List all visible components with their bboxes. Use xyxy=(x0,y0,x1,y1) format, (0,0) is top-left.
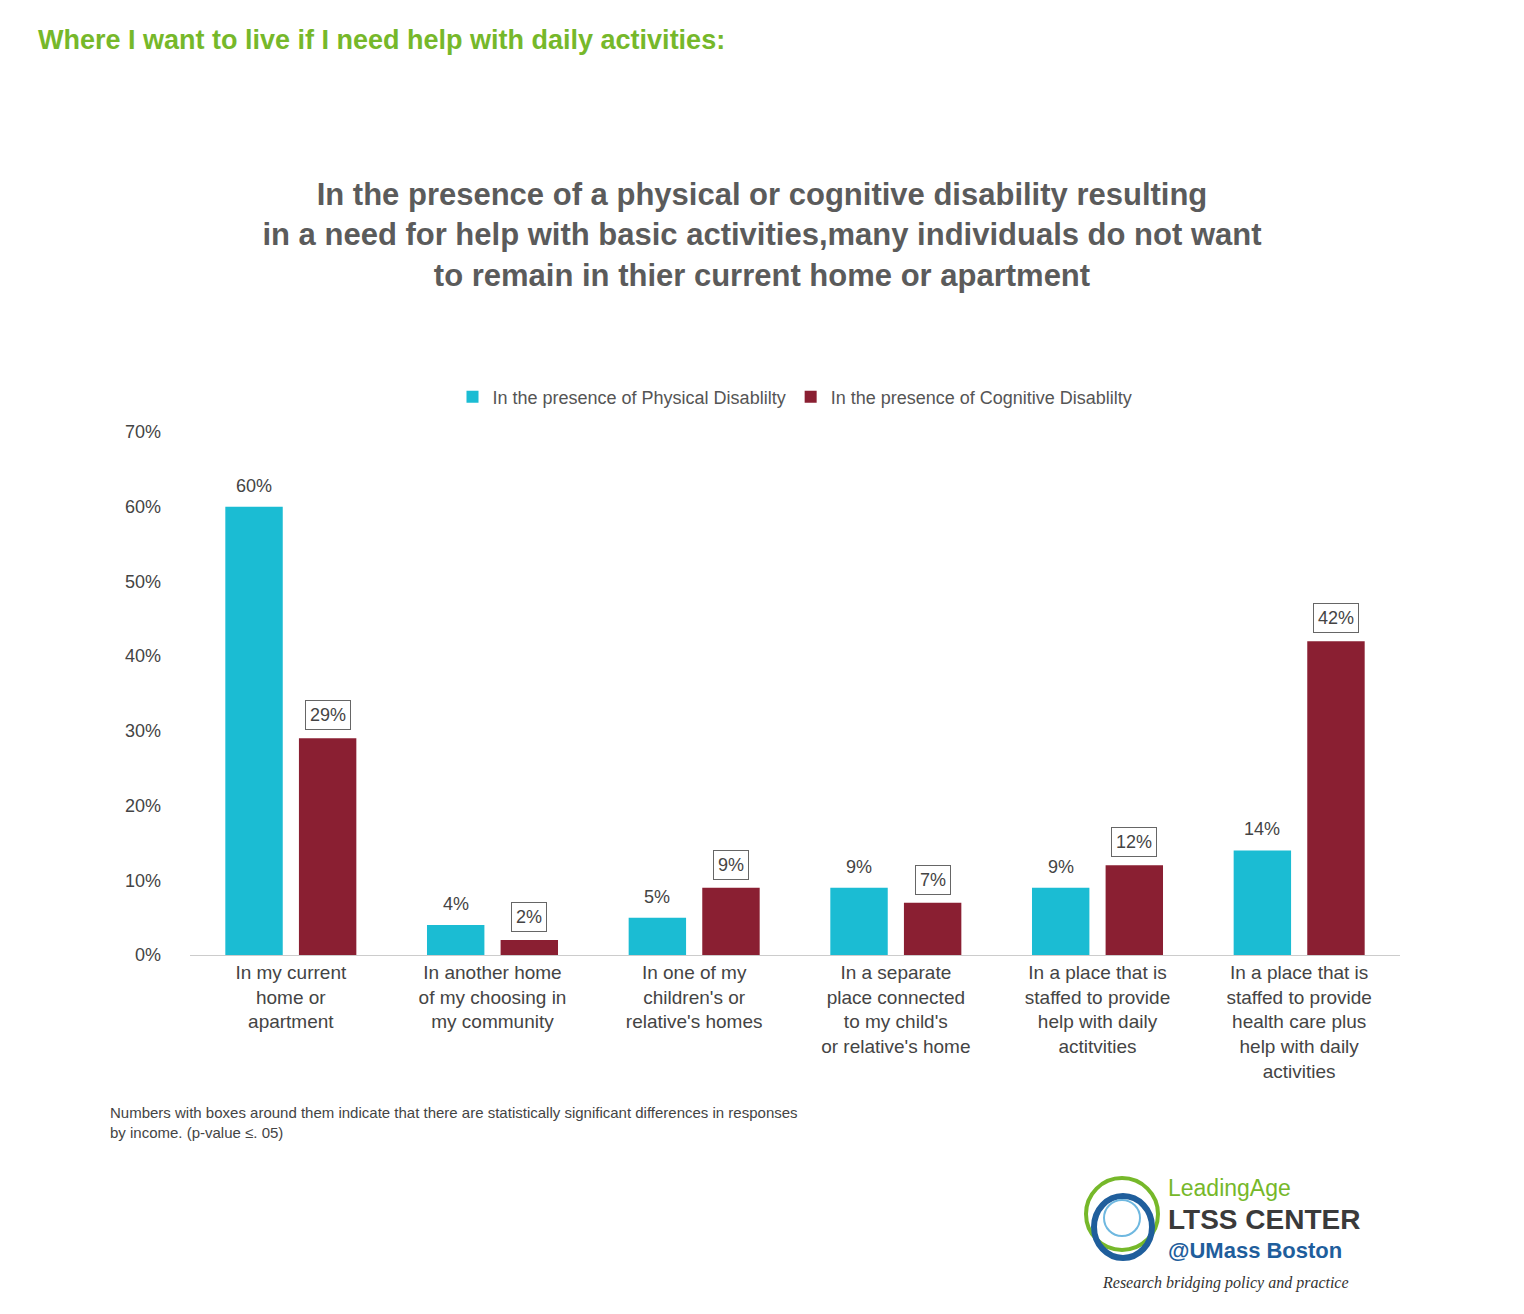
svg-text:Numbers with boxes around them: Numbers with boxes around them indicate … xyxy=(110,1104,798,1141)
svg-text:0%: 0% xyxy=(135,945,161,965)
svg-text:In one of mychildren's orrelat: In one of mychildren's orrelative's home… xyxy=(626,962,763,1032)
svg-text:60%: 60% xyxy=(125,497,161,517)
svg-text:In the presence of a physical: In the presence of a physical or cogniti… xyxy=(262,177,1261,293)
svg-text:In a place that isstaffed to p: In a place that isstaffed to provideheal… xyxy=(1226,962,1371,1082)
svg-text:60%: 60% xyxy=(236,476,272,496)
svg-text:50%: 50% xyxy=(125,572,161,592)
svg-text:LeadingAge: LeadingAge xyxy=(1168,1175,1291,1201)
svg-text:In another homeof my choosing: In another homeof my choosing inmy commu… xyxy=(419,962,567,1032)
svg-text:2%: 2% xyxy=(516,907,542,927)
svg-text:9%: 9% xyxy=(718,855,744,875)
svg-text:Where I want to live if I need: Where I want to live if I need help with… xyxy=(38,25,725,55)
svg-text:14%: 14% xyxy=(1244,819,1280,839)
svg-text:In a place that isstaffed to p: In a place that isstaffed to providehelp… xyxy=(1025,962,1170,1057)
svg-text:In the presence of Cognitive D: In the presence of Cognitive Disablilty xyxy=(831,388,1132,408)
svg-text:70%: 70% xyxy=(125,422,161,442)
svg-text:29%: 29% xyxy=(310,705,346,725)
svg-text:20%: 20% xyxy=(125,796,161,816)
svg-text:10%: 10% xyxy=(125,871,161,891)
svg-text:In my currenthome orapartment: In my currenthome orapartment xyxy=(235,962,347,1032)
svg-text:Research bridging policy and p: Research bridging policy and practice xyxy=(1102,1274,1349,1292)
svg-text:In a separateplace connectedto: In a separateplace connectedto my child'… xyxy=(821,962,970,1057)
svg-text:7%: 7% xyxy=(920,870,946,890)
svg-text:12%: 12% xyxy=(1116,832,1152,852)
svg-text:4%: 4% xyxy=(443,894,469,914)
svg-text:30%: 30% xyxy=(125,721,161,741)
svg-text:LTSS CENTER: LTSS CENTER xyxy=(1168,1204,1360,1235)
svg-text:9%: 9% xyxy=(846,857,872,877)
svg-text:In the presence of Physical Di: In the presence of Physical Disablilty xyxy=(493,388,786,408)
svg-text:@UMass Boston: @UMass Boston xyxy=(1168,1238,1342,1263)
svg-text:9%: 9% xyxy=(1048,857,1074,877)
svg-text:40%: 40% xyxy=(125,646,161,666)
svg-text:5%: 5% xyxy=(644,887,670,907)
svg-text:42%: 42% xyxy=(1318,608,1354,628)
